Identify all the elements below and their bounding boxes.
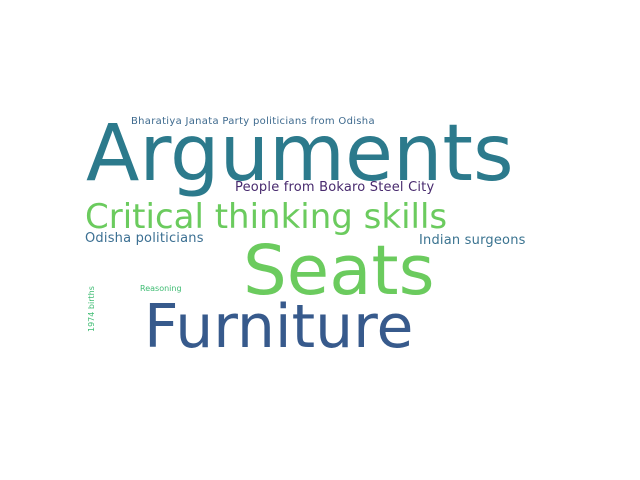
word-critical-thinking-skills: Critical thinking skills bbox=[85, 197, 448, 237]
word-indian-surgeons: Indian surgeons bbox=[419, 233, 526, 248]
word-bjp-politicians-odisha: Bharatiya Janata Party politicians from … bbox=[131, 116, 375, 127]
word-people-from-bokaro: People from Bokaro Steel City bbox=[235, 180, 435, 195]
word-arguments: Arguments bbox=[86, 109, 514, 199]
word-1974-births: 1974 births bbox=[87, 286, 96, 332]
word-seats: Seats bbox=[243, 231, 435, 311]
word-furniture: Furniture bbox=[144, 292, 414, 362]
word-reasoning: Reasoning bbox=[140, 284, 182, 293]
word-odisha-politicians: Odisha politicians bbox=[85, 231, 204, 246]
